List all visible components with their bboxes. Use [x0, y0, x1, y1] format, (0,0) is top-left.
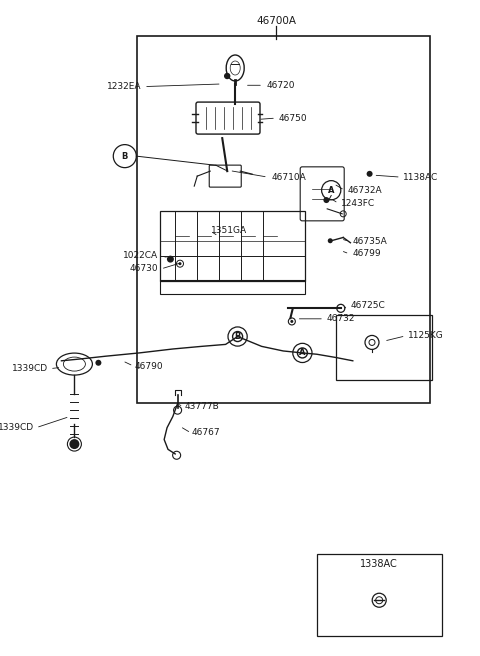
Text: 46730: 46730: [130, 264, 158, 274]
Bar: [160, 279, 305, 294]
Text: 1338AC: 1338AC: [360, 559, 398, 569]
Text: A: A: [328, 186, 335, 195]
Circle shape: [324, 197, 329, 203]
Circle shape: [70, 439, 79, 449]
Text: 1243FC: 1243FC: [341, 199, 375, 208]
Text: B: B: [234, 332, 241, 341]
Text: 1138AC: 1138AC: [403, 173, 438, 182]
Bar: [336, 315, 432, 380]
Text: 1351GA: 1351GA: [211, 226, 247, 236]
Circle shape: [179, 262, 181, 265]
Text: 46767: 46767: [192, 428, 221, 438]
Circle shape: [167, 256, 174, 262]
Circle shape: [367, 171, 372, 177]
Bar: [137, 36, 430, 403]
Bar: [317, 554, 442, 636]
Text: 46710A: 46710A: [271, 173, 306, 182]
Text: 46720: 46720: [266, 81, 295, 90]
Text: B: B: [121, 152, 128, 161]
Text: 1339CD: 1339CD: [0, 423, 34, 432]
Text: 1022CA: 1022CA: [123, 251, 158, 260]
Text: 46799: 46799: [353, 249, 382, 258]
Circle shape: [225, 73, 230, 79]
Circle shape: [290, 320, 293, 323]
Text: 1125KG: 1125KG: [408, 331, 444, 340]
Text: 46732: 46732: [326, 314, 355, 323]
Bar: [160, 211, 305, 281]
Text: 46735A: 46735A: [353, 237, 387, 246]
Text: 46700A: 46700A: [256, 16, 296, 26]
Text: 43777B: 43777B: [185, 402, 219, 411]
Circle shape: [328, 238, 333, 243]
Text: 46725C: 46725C: [350, 300, 385, 310]
Text: 46790: 46790: [134, 361, 163, 371]
Text: 1339CD: 1339CD: [12, 364, 48, 373]
Circle shape: [96, 359, 101, 366]
Text: 46750: 46750: [278, 113, 307, 123]
Text: A: A: [299, 348, 306, 358]
Text: 1232EA: 1232EA: [107, 82, 142, 91]
Text: 46732A: 46732A: [348, 186, 383, 195]
